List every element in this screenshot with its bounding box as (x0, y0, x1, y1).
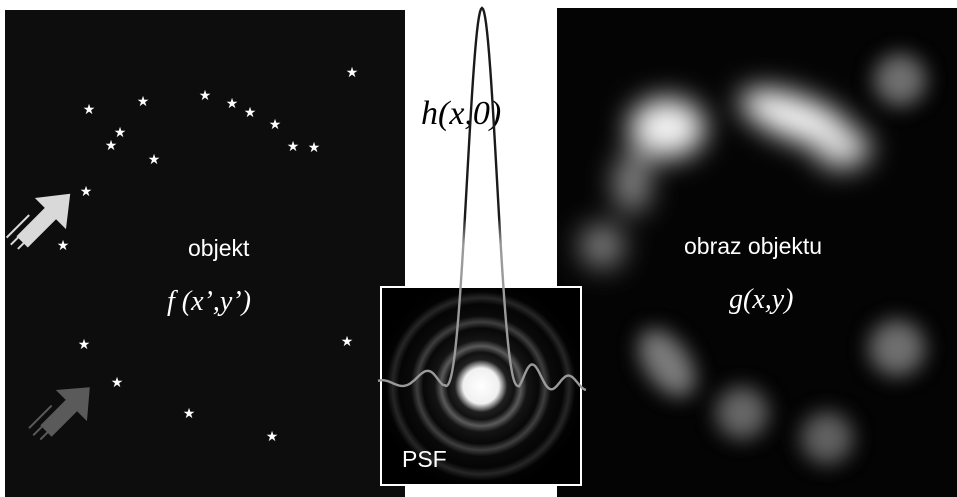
star-icon: ★ (77, 337, 91, 353)
star-icon: ★ (182, 406, 196, 422)
object-formula: f (x’,y’) (167, 286, 251, 317)
star-icon: ★ (345, 65, 359, 81)
star-icon: ★ (79, 184, 93, 200)
star-icon: ★ (265, 429, 279, 445)
star-icon: ★ (113, 125, 127, 141)
star-icon: ★ (136, 94, 150, 110)
star-icon: ★ (340, 334, 354, 350)
star-icon: ★ (307, 140, 321, 156)
star-icon: ★ (225, 96, 239, 112)
psf-profile-label: h(x,0) (421, 95, 502, 132)
object-label: objekt (188, 235, 250, 261)
star-icon: ★ (243, 105, 257, 121)
arrows-layer (5, 193, 90, 441)
star-icon: ★ (147, 152, 161, 168)
star-icon: ★ (286, 139, 300, 155)
object-panel: ★ ★ ★ ★ ★ ★ ★ ★ ★ ★ ★ ★ ★ ★ ★ ★ ★ ★ ★ objekt f (x’,y’) (5, 10, 405, 497)
star-icon: ★ (104, 138, 118, 154)
psf-panel: PSF (380, 286, 582, 486)
star-icon: ★ (82, 102, 96, 118)
arrow-light-icon (5, 193, 71, 250)
star-icon: ★ (110, 375, 124, 391)
star-icon: ★ (198, 88, 212, 104)
image-label: obraz objektu (684, 233, 823, 259)
blurred-image (580, 54, 926, 464)
star-icon: ★ (56, 238, 70, 254)
star-icon: ★ (268, 117, 282, 133)
arrow-dark-icon (28, 387, 90, 441)
image-formula: g(x,y) (729, 284, 794, 315)
image-panel: obraz objektu g(x,y) (557, 8, 957, 497)
psf-label: PSF (402, 446, 447, 472)
